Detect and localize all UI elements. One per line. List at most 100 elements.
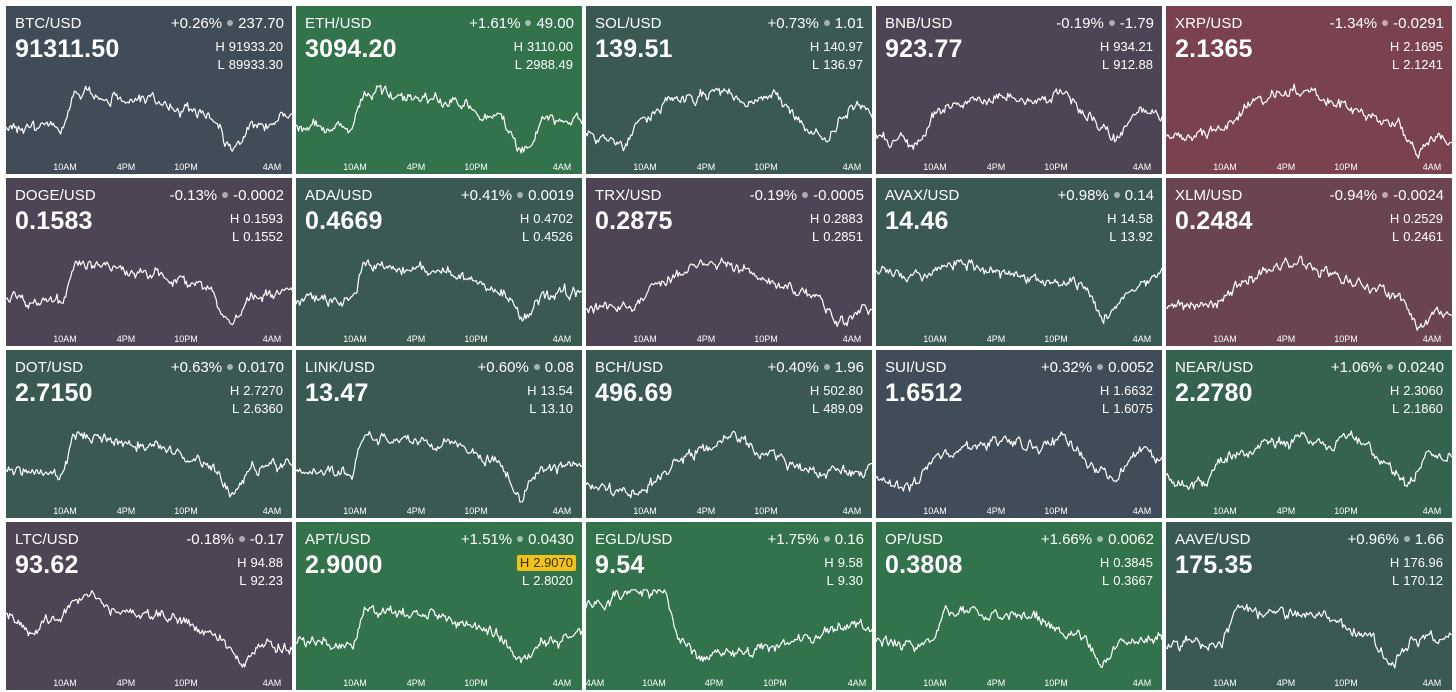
ticker-low: L 89933.30 bbox=[217, 57, 284, 73]
time-axis-label: 10AM bbox=[923, 506, 947, 516]
separator-dot-icon bbox=[802, 192, 809, 199]
ticker-change: -0.13% -0.0002 bbox=[170, 187, 284, 204]
sparkline-line bbox=[586, 87, 872, 152]
ticker-change-percent: +1.51% bbox=[460, 531, 513, 548]
low-marker: L bbox=[812, 57, 820, 72]
sparkline-line bbox=[6, 85, 292, 152]
high-marker: H bbox=[809, 211, 820, 226]
time-axis-label: 10AM bbox=[53, 162, 77, 172]
ticker-change-percent: +0.96% bbox=[1347, 531, 1399, 548]
sparkline-chart bbox=[296, 84, 582, 154]
high-marker: H bbox=[1099, 39, 1110, 54]
time-axis-label: 4PM bbox=[696, 162, 716, 172]
ticker-low: L 9.30 bbox=[825, 573, 864, 589]
time-axis-label: 10PM bbox=[464, 162, 488, 172]
time-axis-label: 10AM bbox=[343, 334, 367, 344]
ticker-high-value: 1.6632 bbox=[1113, 383, 1153, 398]
ticker-tile-xrp[interactable]: XRP/USD -1.34% -0.0291 2.1365 H 2.1695 L 2.1241… bbox=[1166, 6, 1452, 174]
ticker-high-value: 0.3845 bbox=[1113, 555, 1153, 570]
low-marker: L bbox=[826, 573, 834, 588]
sparkline-chart bbox=[296, 259, 582, 322]
ticker-high-value: 2.1695 bbox=[1403, 39, 1443, 54]
ticker-tile-op[interactable]: OP/USD +1.66% 0.0062 0.3808 H 0.3845 L 0.3667 10… bbox=[876, 522, 1162, 690]
ticker-price: 0.4669 bbox=[305, 207, 383, 235]
time-axis: 10AM 4PM 10PM 4AM bbox=[296, 678, 582, 690]
ticker-low: L 2988.49 bbox=[514, 57, 574, 73]
low-marker: L bbox=[1109, 229, 1117, 244]
ticker-high: H 0.3845 bbox=[1099, 555, 1154, 571]
ticker-high-value: 2.9070 bbox=[533, 555, 573, 570]
time-axis-label: 10PM bbox=[174, 678, 198, 688]
ticker-change-absolute: -1.79 bbox=[1119, 15, 1154, 32]
ticker-high: H 91933.20 bbox=[214, 39, 284, 55]
ticker-low-value: 0.2461 bbox=[1403, 229, 1443, 244]
ticker-tile-dot[interactable]: DOT/USD +0.63% 0.0170 2.7150 H 2.7270 L 2.6360 1… bbox=[6, 350, 292, 518]
ticker-tile-eth[interactable]: ETH/USD +1.61% 49.00 3094.20 H 3110.00 L 2988.4… bbox=[296, 6, 582, 174]
ticker-change-absolute: 0.14 bbox=[1124, 187, 1154, 204]
ticker-high-value: 2.3060 bbox=[1403, 383, 1443, 398]
time-axis-label: 10PM bbox=[1044, 334, 1068, 344]
ticker-change-absolute: 0.0430 bbox=[528, 531, 574, 548]
ticker-tile-link[interactable]: LINK/USD +0.60% 0.08 13.47 H 13.54 L 13.10 10AM 4… bbox=[296, 350, 582, 518]
ticker-tile-aave[interactable]: AAVE/USD +0.96% 1.66 175.35 H 176.96 L 170.12 10… bbox=[1166, 522, 1452, 690]
time-axis-label: 4AM bbox=[262, 334, 282, 344]
ticker-pair: ETH/USD bbox=[305, 15, 372, 32]
ticker-tile-bnb[interactable]: BNB/USD -0.19% -1.79 923.77 H 934.21 L 912.88 10… bbox=[876, 6, 1162, 174]
ticker-tile-xlm[interactable]: XLM/USD -0.94% -0.0024 0.2484 H 0.2529 L 0.2461… bbox=[1166, 178, 1452, 346]
time-axis-label: 4PM bbox=[406, 678, 426, 688]
time-axis: 10AM 4PM 10PM 4AM bbox=[1166, 678, 1452, 690]
ticker-pair: SOL/USD bbox=[595, 15, 662, 32]
ticker-tile-ada[interactable]: ADA/USD +0.41% 0.0019 0.4669 H 0.4702 L 0.4526 1… bbox=[296, 178, 582, 346]
ticker-pair: LINK/USD bbox=[305, 359, 375, 376]
ticker-tile-sui[interactable]: SUI/USD +0.32% 0.0052 1.6512 H 1.6632 L 1.6075 1… bbox=[876, 350, 1162, 518]
time-axis: 10AM 4PM 10PM 4AM bbox=[6, 334, 292, 346]
ticker-low: L 0.2851 bbox=[811, 229, 864, 245]
ticker-low: L 2.1860 bbox=[1391, 401, 1444, 417]
ticker-change-percent: +0.41% bbox=[460, 187, 513, 204]
ticker-change-absolute: 1.96 bbox=[834, 359, 864, 376]
ticker-tile-bch[interactable]: BCH/USD +0.40% 1.96 496.69 H 502.80 L 489.09 10A… bbox=[586, 350, 872, 518]
ticker-tile-avax[interactable]: AVAX/USD +0.98% 0.14 14.46 H 14.58 L 13.92 10AM 4… bbox=[876, 178, 1162, 346]
ticker-pair: DOGE/USD bbox=[15, 187, 96, 204]
ticker-price: 0.3808 bbox=[885, 551, 963, 579]
ticker-tile-doge[interactable]: DOGE/USD -0.13% -0.0002 0.1583 H 0.1593 L 0.155… bbox=[6, 178, 292, 346]
ticker-high: H 140.97 bbox=[809, 39, 864, 55]
sparkline-chart bbox=[1166, 603, 1452, 669]
ticker-tile-trx[interactable]: TRX/USD -0.19% -0.0005 0.2875 H 0.2883 L 0.2851… bbox=[586, 178, 872, 346]
sparkline-chart bbox=[1166, 83, 1452, 159]
time-axis-label: 4AM bbox=[1132, 334, 1152, 344]
ticker-change: +0.40% 1.96 bbox=[768, 359, 865, 376]
sparkline-chart bbox=[6, 431, 292, 498]
high-marker: H bbox=[527, 383, 537, 398]
time-axis-label: 10PM bbox=[1334, 506, 1358, 516]
ticker-high-value: 502.80 bbox=[823, 383, 863, 398]
ticker-price: 93.62 bbox=[15, 551, 79, 579]
ticker-tile-near[interactable]: NEAR/USD +1.06% 0.0240 2.2780 H 2.3060 L 2.1860… bbox=[1166, 350, 1452, 518]
ticker-tile-apt[interactable]: APT/USD +1.51% 0.0430 2.9000 H 2.9070 L 2.8020 1… bbox=[296, 522, 582, 690]
sparkline-chart bbox=[6, 85, 292, 152]
ticker-low: L 13.92 bbox=[1108, 229, 1154, 245]
ticker-tile-btc[interactable]: BTC/USD +0.26% 237.70 91311.50 H 91933.20 L 899… bbox=[6, 6, 292, 174]
ticker-low: L 0.1552 bbox=[231, 229, 284, 245]
ticker-tile-sol[interactable]: SOL/USD +0.73% 1.01 139.51 H 140.97 L 136.97 10A… bbox=[586, 6, 872, 174]
high-marker: H bbox=[229, 211, 240, 226]
ticker-pair: XRP/USD bbox=[1175, 15, 1243, 32]
sparkline-line bbox=[1166, 603, 1452, 669]
ticker-tile-ltc[interactable]: LTC/USD -0.18% -0.17 93.62 H 94.88 L 92.23 10AM 4… bbox=[6, 522, 292, 690]
time-axis-label: 4PM bbox=[986, 506, 1006, 516]
sparkline-chart bbox=[876, 259, 1162, 325]
ticker-change: -0.19% -0.0005 bbox=[750, 187, 864, 204]
separator-dot-icon bbox=[533, 364, 540, 371]
sparkline-chart bbox=[1166, 255, 1452, 331]
time-axis-label: 4PM bbox=[116, 506, 136, 516]
sparkline-chart bbox=[586, 257, 872, 328]
low-marker: L bbox=[1102, 573, 1110, 588]
ticker-pair: DOT/USD bbox=[15, 359, 84, 376]
high-marker: H bbox=[809, 383, 820, 398]
ticker-change: +0.96% 1.66 bbox=[1348, 531, 1445, 548]
separator-dot-icon bbox=[227, 20, 234, 27]
ticker-pair: BTC/USD bbox=[15, 15, 82, 32]
time-axis-label: 10AM bbox=[923, 162, 947, 172]
ticker-tile-egld[interactable]: EGLD/USD +1.75% 0.16 9.54 H 9.58 L 9.30 4AM 10AM 4… bbox=[586, 522, 872, 690]
sparkline-line bbox=[1166, 430, 1452, 491]
